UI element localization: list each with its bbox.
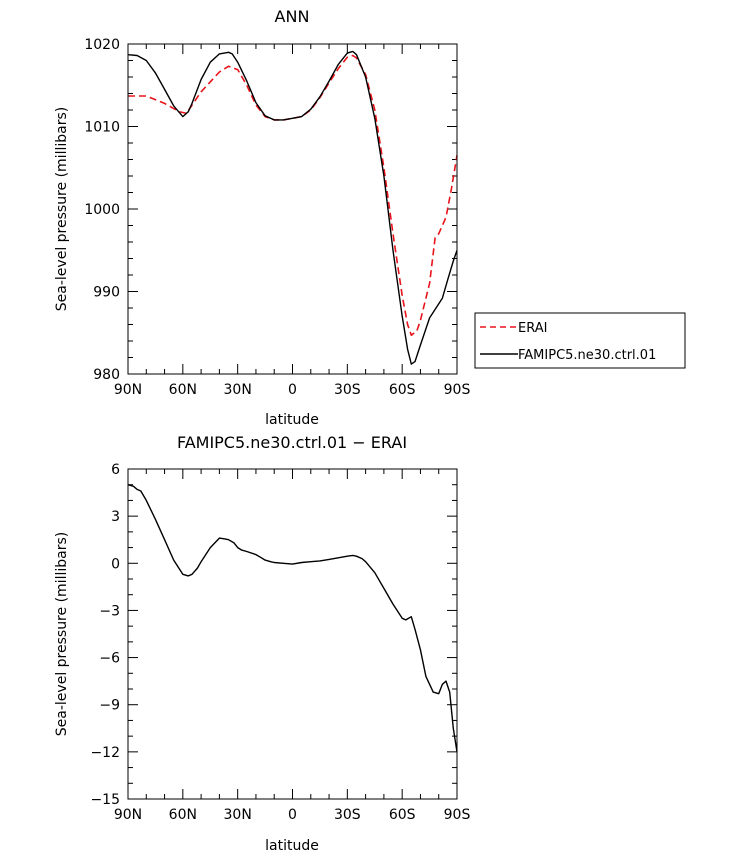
legend-label-erai: ERAI — [518, 321, 547, 336]
bottom-y-axis-title: Sea-level pressure (millibars) — [54, 532, 70, 736]
y-tick-label: −15 — [90, 792, 120, 808]
top-y-axis-title: Sea-level pressure (millibars) — [54, 107, 70, 311]
x-tick-label: 30S — [334, 382, 361, 398]
legend-box — [474, 312, 686, 369]
x-tick-label: 30N — [224, 807, 252, 823]
panel-bottom: FAMIPC5.ne30.ctrl.01 − ERAI 90N 60N 30N 0 30… — [54, 433, 470, 854]
bottom-ticks-layer — [127, 468, 458, 800]
y-tick-label: 1010 — [84, 120, 120, 136]
panel-top: ANN 90N 60N 30N 0 30S 60S 90S 980 990 1000 1010 102… — [54, 7, 470, 428]
series-line-difference — [127, 484, 458, 753]
x-tick-label: 90N — [114, 807, 142, 823]
y-tick-label: −6 — [99, 651, 120, 667]
x-tick-label: 30S — [334, 807, 361, 823]
bottom-series-layer — [127, 484, 458, 753]
y-tick-label: 1020 — [84, 37, 120, 53]
y-tick-label: 990 — [93, 285, 120, 301]
bottom-x-axis-title: latitude — [265, 838, 319, 854]
y-tick-label: −9 — [99, 698, 120, 714]
y-tick-label: −3 — [99, 603, 120, 619]
y-tick-label: 6 — [111, 462, 120, 478]
y-tick-label: 1000 — [84, 202, 120, 218]
y-tick-label: 980 — [93, 367, 120, 383]
x-tick-label: 30N — [224, 382, 252, 398]
x-tick-label: 90N — [114, 382, 142, 398]
x-tick-label: 60N — [169, 382, 197, 398]
top-x-axis-title: latitude — [265, 412, 319, 428]
series-line-famipc5-ne30-ctrl-01 — [127, 50, 458, 365]
series-line-erai — [128, 54, 458, 337]
y-tick-label: 0 — [111, 556, 120, 572]
bottom-plot-frame — [127, 468, 458, 800]
x-tick-label: 60S — [389, 382, 416, 398]
x-tick-label: 0 — [288, 382, 297, 398]
top-chart-title: ANN — [275, 7, 310, 26]
top-plot-frame — [127, 43, 458, 375]
x-tick-label: 90S — [444, 807, 471, 823]
bottom-chart-title: FAMIPC5.ne30.ctrl.01 − ERAI — [177, 433, 407, 452]
x-tick-label: 90S — [444, 382, 471, 398]
x-tick-label: 60N — [169, 807, 197, 823]
y-tick-label: −12 — [90, 745, 120, 761]
x-tick-label: 0 — [288, 807, 297, 823]
top-tick-labels: 90N 60N 30N 0 30S 60S 90S 980 990 1000 1010 1020 — [84, 37, 470, 398]
bottom-tick-labels: 90N 60N 30N 0 30S 60S 90S −15 −12 −9 −6 −3 0 3 6 — [90, 462, 470, 823]
y-tick-label: 3 — [111, 509, 120, 525]
legend-label-famipc5: FAMIPC5.ne30.ctrl.01 — [518, 348, 656, 363]
x-tick-label: 60S — [389, 807, 416, 823]
legend: ERAI FAMIPC5.ne30.ctrl.01 — [474, 312, 686, 369]
top-series-layer — [127, 50, 458, 365]
